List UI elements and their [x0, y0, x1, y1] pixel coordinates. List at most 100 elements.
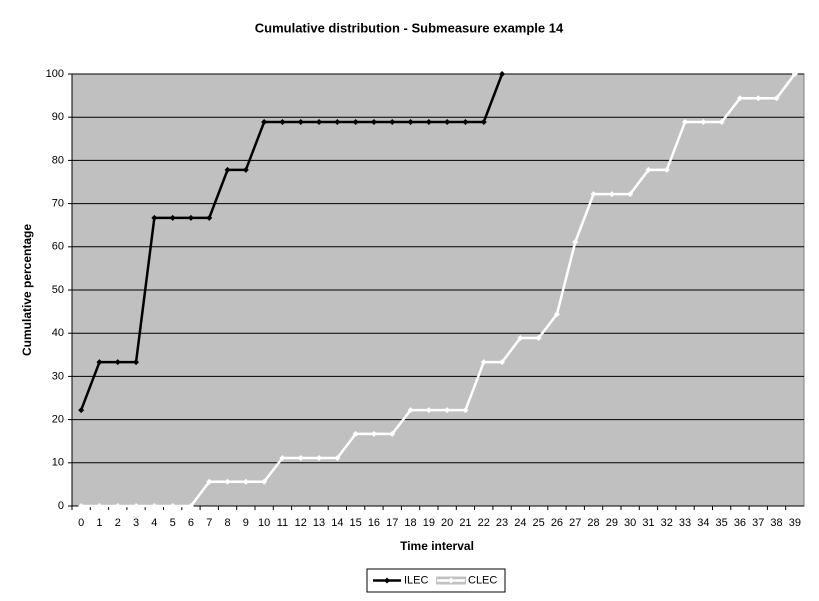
- x-tick-label: 19: [423, 517, 435, 529]
- y-tick-label: 0: [58, 500, 64, 512]
- data-point: [279, 118, 286, 125]
- x-tick-label: 15: [350, 517, 362, 529]
- y-tick-label: 100: [46, 68, 64, 80]
- data-point: [608, 191, 615, 198]
- data-point: [78, 503, 85, 509]
- x-tick-label: 0: [78, 517, 84, 529]
- data-point: [316, 118, 323, 125]
- data-point: [736, 95, 743, 102]
- x-tick-label: 38: [770, 517, 782, 529]
- data-point: [297, 118, 304, 125]
- x-tick-label: 9: [243, 517, 249, 529]
- x-tick-label: 7: [206, 517, 212, 529]
- data-point: [224, 166, 231, 173]
- data-point: [187, 214, 194, 221]
- data-point: [535, 334, 542, 341]
- x-tick-label: 26: [551, 517, 563, 529]
- x-axis-label: Time interval: [400, 539, 474, 553]
- data-point: [151, 503, 158, 509]
- x-tick-label: 12: [295, 517, 307, 529]
- y-tick-label: 30: [52, 370, 64, 382]
- series-line: [81, 73, 796, 508]
- data-point: [206, 478, 213, 485]
- data-point: [114, 503, 121, 509]
- data-point: [791, 71, 798, 77]
- x-tick-label: 30: [624, 517, 636, 529]
- data-point: [352, 118, 359, 125]
- legend-label: CLEC: [468, 574, 497, 586]
- data-point: [133, 359, 140, 366]
- x-tick-label: 28: [587, 517, 599, 529]
- data-point: [572, 239, 579, 246]
- legend-marker: [448, 577, 454, 584]
- x-tick-label: 13: [313, 517, 325, 529]
- data-point: [425, 118, 432, 125]
- data-point: [480, 118, 487, 125]
- data-point: [444, 407, 451, 414]
- x-tick-label: 34: [697, 517, 709, 529]
- data-point: [370, 118, 377, 125]
- x-tick-label: 18: [404, 517, 416, 529]
- x-tick-label: 22: [478, 517, 490, 529]
- data-point: [261, 118, 268, 125]
- y-tick-label: 60: [52, 241, 64, 253]
- legend-label: ILEC: [404, 574, 429, 586]
- data-point: [334, 118, 341, 125]
- data-point: [169, 503, 176, 509]
- y-tick-label: 90: [52, 111, 64, 123]
- x-tick-label: 6: [188, 517, 194, 529]
- data-point: [242, 478, 249, 485]
- data-point: [206, 214, 213, 221]
- data-point: [370, 430, 377, 437]
- data-point: [627, 191, 634, 198]
- data-point: [590, 191, 597, 198]
- y-tick-label: 10: [52, 457, 64, 469]
- data-point: [279, 455, 286, 462]
- data-point: [114, 359, 121, 366]
- data-point: [462, 407, 469, 414]
- data-point: [553, 311, 560, 318]
- data-point: [352, 430, 359, 437]
- data-point: [462, 118, 469, 125]
- data-point: [444, 118, 451, 125]
- x-tick-label: 20: [441, 517, 453, 529]
- y-tick-label: 50: [52, 284, 64, 296]
- data-point: [407, 118, 414, 125]
- x-tick-label: 23: [496, 517, 508, 529]
- data-point: [663, 166, 670, 173]
- data-point: [151, 214, 158, 221]
- x-tick-label: 17: [386, 517, 398, 529]
- data-point: [407, 407, 414, 414]
- legend-marker: [384, 577, 390, 584]
- data-point: [517, 334, 524, 341]
- x-tick-label: 35: [716, 517, 728, 529]
- data-point: [718, 118, 725, 125]
- x-tick-label: 3: [133, 517, 139, 529]
- x-tick-label: 1: [96, 517, 102, 529]
- data-point: [96, 503, 103, 509]
- y-tick-label: 20: [52, 414, 64, 426]
- series-line: [79, 73, 504, 411]
- data-point: [682, 118, 689, 125]
- x-tick-label: 24: [514, 517, 526, 529]
- y-tick-label: 70: [52, 198, 64, 210]
- data-point: [242, 166, 249, 173]
- data-point: [499, 71, 506, 77]
- x-tick-label: 2: [115, 517, 121, 529]
- data-point: [480, 359, 487, 366]
- data-point: [316, 455, 323, 462]
- chart-title: Cumulative distribution - Submeasure exa…: [255, 20, 564, 35]
- data-point: [700, 118, 707, 125]
- x-tick-label: 39: [789, 517, 801, 529]
- x-tick-label: 8: [224, 517, 230, 529]
- x-tick-label: 4: [151, 517, 157, 529]
- x-tick-label: 16: [368, 517, 380, 529]
- y-axis-label: Cumulative percentage: [20, 224, 34, 356]
- x-tick-label: 5: [170, 517, 176, 529]
- data-point: [261, 478, 268, 485]
- x-tick-label: 37: [752, 517, 764, 529]
- x-tick-label: 11: [277, 517, 288, 529]
- x-tick-label: 27: [569, 517, 581, 529]
- data-point: [187, 503, 194, 509]
